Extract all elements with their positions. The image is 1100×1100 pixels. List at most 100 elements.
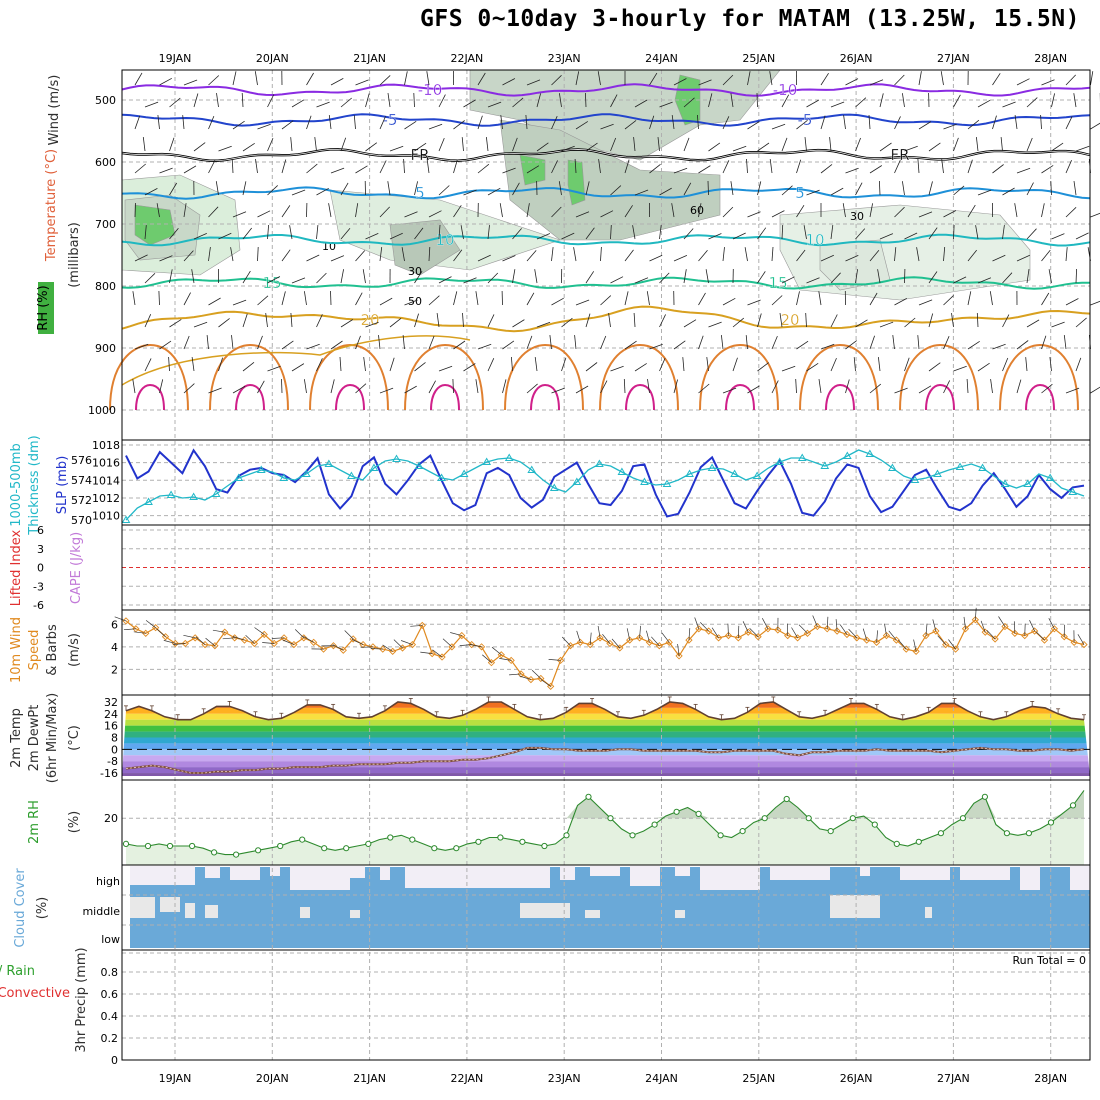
wind-barb [820, 343, 835, 350]
wind-barb [281, 120, 294, 130]
wind-barb [1048, 269, 1052, 284]
wind-barb [404, 120, 417, 130]
wind-barb [428, 335, 435, 350]
wind-barb [1041, 383, 1053, 394]
wind10-marker [161, 633, 170, 641]
wind-barb [232, 120, 245, 130]
wind10-barb [195, 636, 206, 645]
wind-barb [218, 318, 230, 328]
rh-contour-label: 60 [690, 204, 704, 217]
wind-barb [796, 204, 805, 218]
wind-barb [830, 272, 841, 284]
wind-barb [683, 97, 695, 108]
bottom-day-label: 28JAN [1034, 1072, 1067, 1085]
wind-barb [340, 228, 351, 240]
wind-barb [892, 335, 895, 350]
rh2m-marker [739, 828, 746, 835]
wind10-marker [1021, 631, 1029, 640]
rh2m-axis-label-2: (%) [67, 811, 82, 834]
wind10-marker [951, 645, 960, 653]
wind-barb [191, 357, 195, 372]
wind-barb [624, 291, 629, 306]
rh2m-marker [144, 842, 152, 850]
wind-barb [796, 159, 802, 174]
wind10-marker [201, 640, 209, 649]
wind-barb [624, 205, 633, 218]
wind-barb [575, 385, 589, 394]
wind-barb [500, 115, 503, 130]
wind-barb [771, 295, 783, 306]
wind-barb [218, 357, 223, 372]
run-total-label: Run Total = 0 [1013, 954, 1087, 967]
wind-barb [291, 189, 306, 196]
isotherm-line [121, 186, 1091, 200]
wind10-barb [913, 639, 917, 652]
wind10-marker [487, 659, 496, 667]
wind-barb [208, 297, 221, 306]
cloud-gap-high [1020, 866, 1040, 890]
isotherm-label: 20 [780, 311, 799, 329]
wind-barb [404, 211, 418, 218]
rh2m-marker [871, 821, 878, 828]
thickness-marker [1023, 479, 1033, 487]
wind-barb [1026, 228, 1037, 240]
wind-barb [477, 72, 486, 86]
wind-barb [306, 72, 314, 86]
wind10-marker [724, 631, 733, 640]
bottom-day-label: 24JAN [645, 1072, 678, 1085]
isotherm-line-inner [121, 148, 1091, 162]
temp-tick-label: 32 [104, 696, 118, 709]
wind-barb [722, 387, 737, 394]
wind10-marker [537, 674, 545, 683]
wind-barb [707, 180, 709, 196]
cloud-row-label: high [96, 875, 120, 888]
dewpt-line-inner [125, 747, 1085, 774]
wind10-barb [1035, 631, 1045, 641]
wind10-barb [271, 637, 285, 639]
wind-barb [475, 379, 479, 394]
wind-barb [585, 92, 587, 108]
wind10-marker [734, 634, 742, 642]
warm-contour [109, 343, 189, 411]
thickness-marker [234, 473, 244, 481]
wind-barb [487, 187, 501, 196]
wind-barb [803, 225, 807, 240]
thickness-marker [527, 465, 537, 473]
thickness-axis-label-2: Thickness (dm) [27, 435, 42, 535]
wind-barb [918, 121, 932, 130]
wind-barb [869, 203, 873, 218]
wind-barb [413, 92, 415, 108]
wind-barb [990, 379, 993, 394]
wind-barb [463, 277, 477, 284]
thickness-marker [369, 463, 379, 471]
wind10-barb [540, 679, 551, 687]
warm-contour [699, 343, 779, 411]
wind10-marker [1040, 636, 1049, 644]
bottom-day-label: 25JAN [742, 1072, 775, 1085]
wind10-barb [898, 639, 907, 650]
thickness-marker [775, 457, 785, 465]
wind-barb [453, 159, 458, 174]
wind-barb [132, 379, 136, 394]
wind-barb [525, 114, 528, 130]
wind10-marker [250, 639, 259, 648]
rh2m-marker [761, 815, 768, 822]
wind10-marker [942, 640, 950, 649]
rh2m-marker [409, 836, 416, 843]
wind10-barb [459, 644, 472, 646]
wind-barb [1002, 101, 1016, 108]
cloud-axis-label-2: (%) [35, 897, 50, 920]
wind-barb [561, 317, 573, 328]
wind-barb [339, 356, 342, 372]
pressure-tick-label: 500 [95, 94, 116, 107]
wind-barb [428, 210, 442, 218]
wind-barb [953, 365, 967, 372]
temp-tick-label: 8 [111, 732, 118, 745]
wind10-marker [211, 642, 219, 650]
panel-frame-pr [121, 949, 1091, 1061]
wind-barb [1016, 340, 1029, 350]
wind-barb [453, 205, 462, 218]
wind-barb [330, 255, 345, 262]
isotherm-label: -10 [773, 81, 798, 99]
wind-barb [1090, 386, 1100, 394]
